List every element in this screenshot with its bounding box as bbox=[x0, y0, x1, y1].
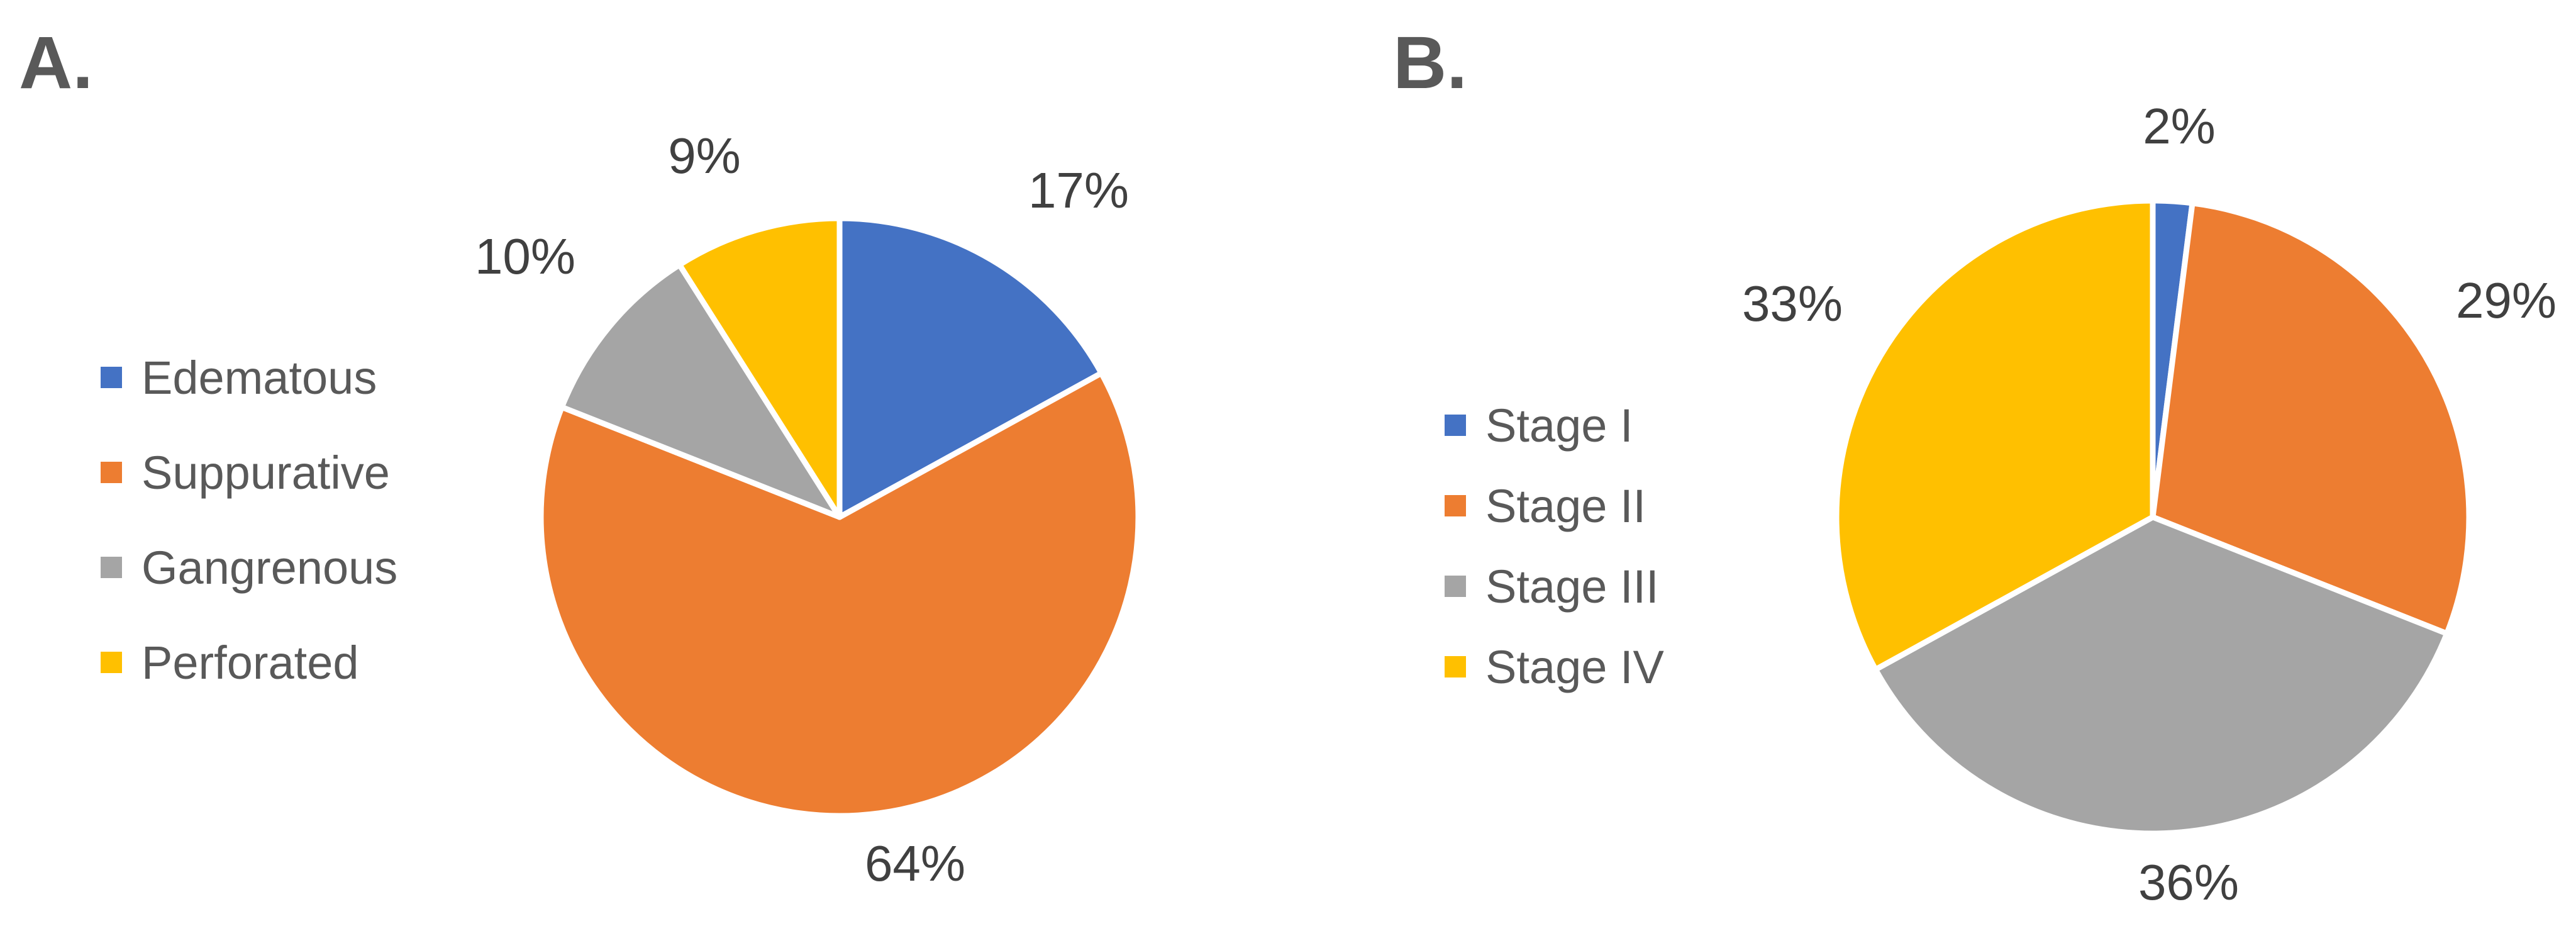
data-label-stage-iv: 33% bbox=[1742, 276, 1843, 332]
legend-swatch-stage-iv bbox=[1445, 656, 1466, 677]
slice-stage-iii bbox=[1872, 514, 2450, 837]
legend-swatch-suppurative bbox=[101, 462, 122, 483]
slice-gangrenous bbox=[558, 262, 843, 520]
pie-chart-a: A. Edematous Suppurative Gangrenous Perfora… bbox=[19, 21, 1141, 891]
slice-suppurative bbox=[538, 370, 1141, 819]
data-labels-a: 17% 64% 10% 9% bbox=[475, 128, 1129, 891]
legend-swatch-perforated bbox=[101, 652, 122, 673]
legend-label-perforated: Perforated bbox=[142, 637, 359, 689]
panel-label-a: A. bbox=[19, 21, 93, 104]
data-label-edematous: 17% bbox=[1028, 162, 1129, 218]
legend-label-stage-iii: Stage III bbox=[1485, 560, 1659, 613]
legend-label-suppurative: Suppurative bbox=[142, 447, 390, 499]
slice-stage-ii bbox=[2150, 200, 2472, 637]
data-label-gangrenous: 10% bbox=[475, 228, 575, 284]
legend-swatch-stage-iii bbox=[1445, 576, 1466, 597]
legend-swatch-stage-ii bbox=[1445, 495, 1466, 516]
legend-swatch-gangrenous bbox=[101, 557, 122, 578]
legend-swatch-stage-i bbox=[1445, 415, 1466, 436]
data-label-suppurative: 64% bbox=[865, 835, 965, 891]
slices-b bbox=[1833, 198, 2472, 837]
slice-perforated bbox=[676, 215, 843, 520]
legend-label-stage-ii: Stage II bbox=[1485, 480, 1646, 532]
data-label-stage-ii: 29% bbox=[2456, 272, 2557, 328]
slice-stage-iv bbox=[1833, 198, 2156, 672]
slice-edematous bbox=[836, 215, 1104, 520]
pie-chart-b: B. Stage I Stage II Stage III Stage IV 2% 29… bbox=[1393, 21, 2557, 910]
data-label-stage-iii: 36% bbox=[2138, 854, 2239, 910]
legend-label-stage-i: Stage I bbox=[1485, 399, 1633, 452]
data-label-perforated: 9% bbox=[668, 128, 741, 184]
legend-label-edematous: Edematous bbox=[142, 352, 377, 404]
legend-b: Stage I Stage II Stage III Stage IV bbox=[1445, 399, 1665, 693]
data-labels-b: 2% 29% 36% 33% bbox=[1742, 98, 2557, 910]
data-label-stage-i: 2% bbox=[2143, 98, 2216, 154]
legend-a: Edematous Suppurative Gangrenous Perforated bbox=[101, 352, 397, 689]
slices-a bbox=[538, 215, 1141, 819]
legend-label-gangrenous: Gangrenous bbox=[142, 542, 397, 594]
legend-label-stage-iv: Stage IV bbox=[1485, 641, 1665, 693]
panel-label-b: B. bbox=[1393, 21, 1467, 104]
legend-swatch-edematous bbox=[101, 367, 122, 388]
